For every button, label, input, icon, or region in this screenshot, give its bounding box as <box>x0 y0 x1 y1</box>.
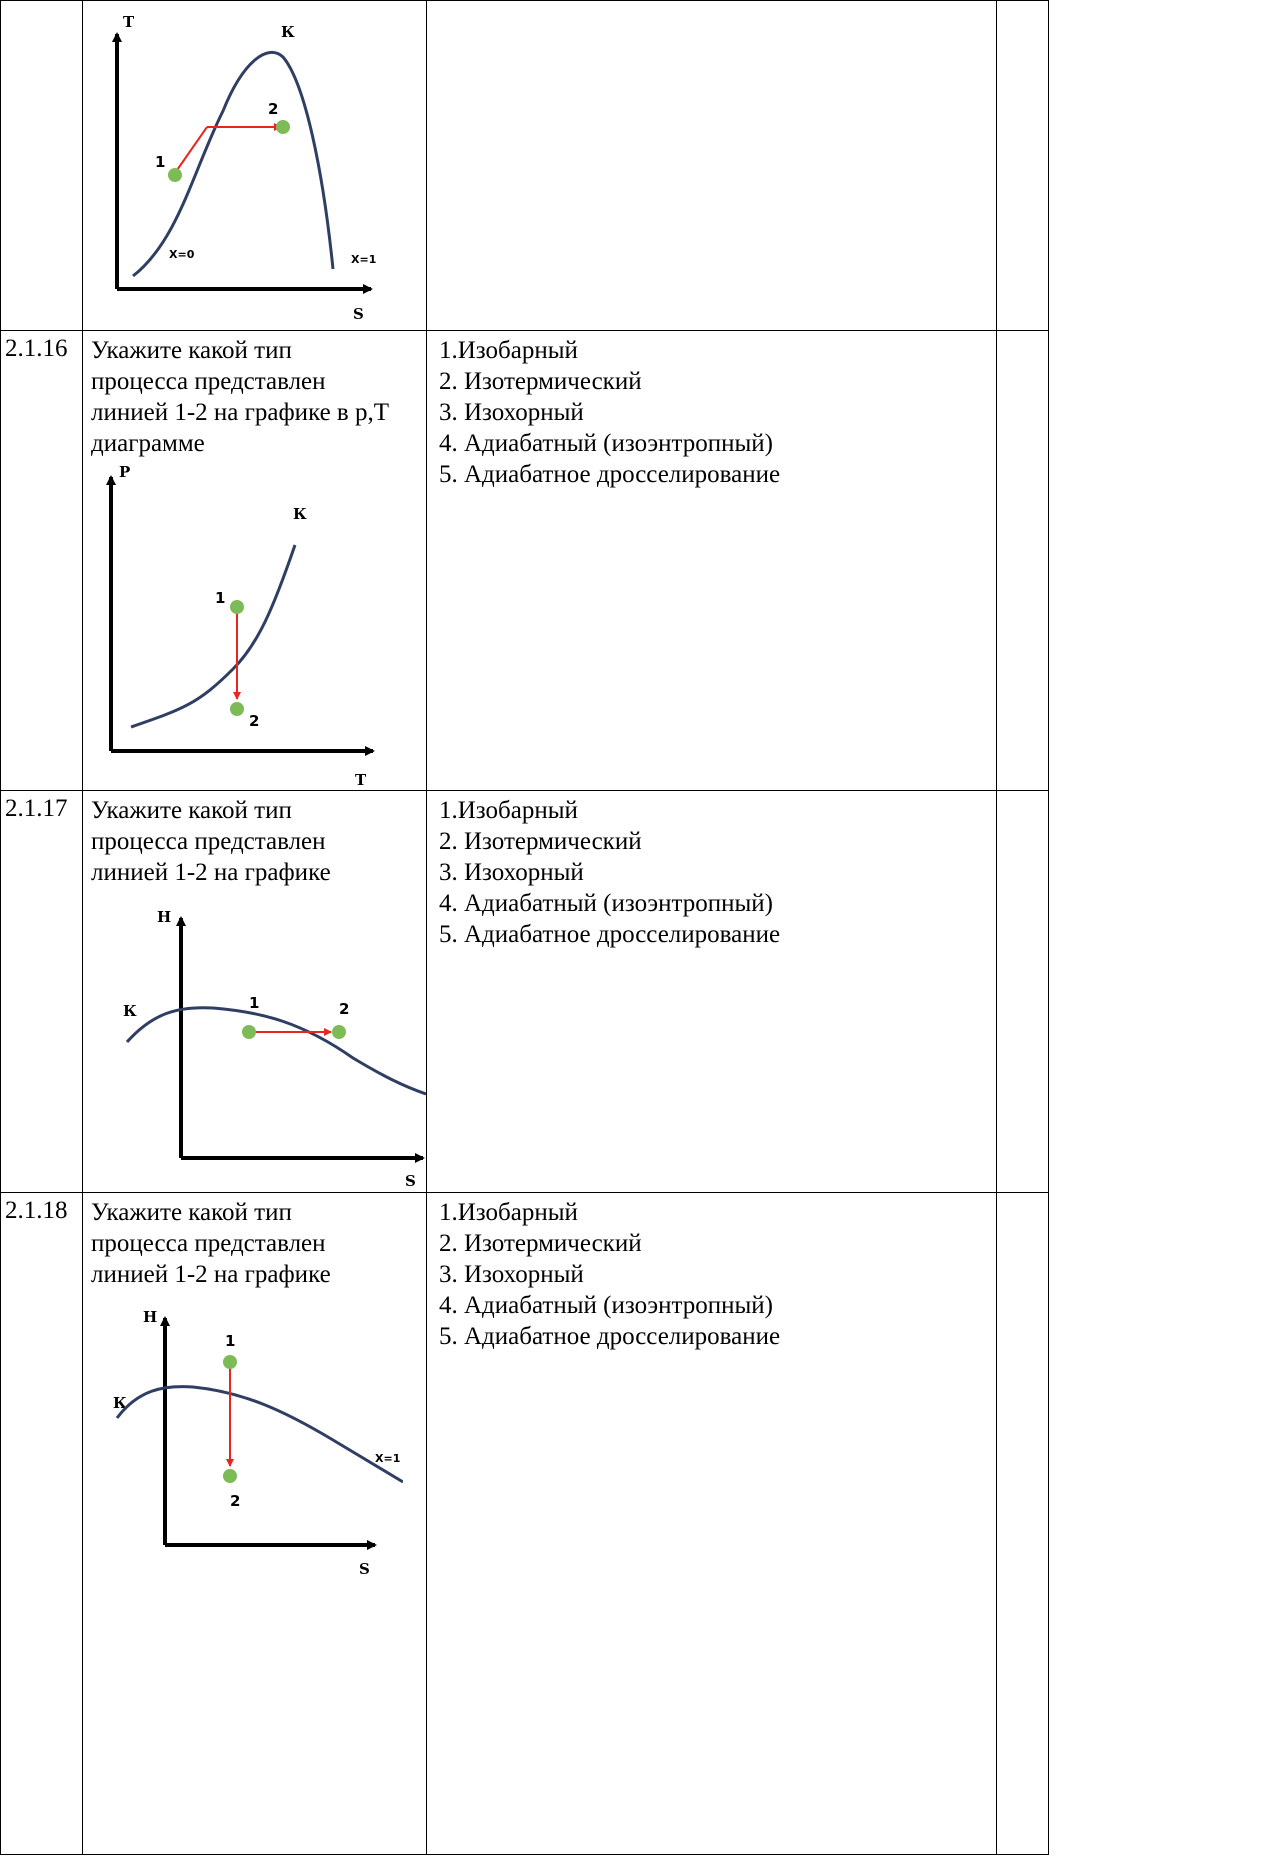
answer-option: 1.Изобарный <box>439 337 578 364</box>
question-cell: Укажите какой тип процесса представлен л… <box>82 790 427 1193</box>
answer-option: 2. Изотермический <box>439 828 642 855</box>
point-1 <box>230 600 244 614</box>
number-cell: 2.1.18 <box>0 1192 83 1855</box>
pt-diagram: P T К 1 2 <box>106 463 375 789</box>
x-axis-label: T <box>355 771 367 789</box>
question-cell: Укажите какой тип процесса представлен л… <box>82 330 427 791</box>
y-axis-label: P <box>119 463 130 481</box>
y-axis-label: H <box>157 908 171 926</box>
questions-table: T S К 1 2 X=0 X=1 2.1.16 Укажите какой т… <box>0 0 1049 1855</box>
answer-option: 1.Изобарный <box>439 1199 578 1226</box>
x-axis-label: S <box>353 305 364 323</box>
point-2-label: 2 <box>268 100 278 118</box>
point-1-label: 1 <box>155 153 165 171</box>
right-label: X=1 <box>375 1452 400 1465</box>
table-row: 2.1.16 Укажите какой тип процесса предст… <box>0 330 1049 791</box>
answer-option: 5. Адиабатное дросселирование <box>439 1323 781 1350</box>
point-2-label: 2 <box>230 1492 240 1510</box>
answers-cell: 1.Изобарный 2. Изотермический 3. Изохорн… <box>426 790 997 1193</box>
answer-option: 3. Изохорный <box>439 1261 584 1288</box>
ts-diagram: T S К 1 2 X=0 X=1 <box>112 13 376 323</box>
question-text: Укажите какой тип процесса представлен л… <box>91 1199 331 1288</box>
point-2 <box>223 1469 237 1483</box>
question-number: 2.1.17 <box>5 795 68 822</box>
point-1-label: 1 <box>249 994 259 1012</box>
x-axis-label: S <box>359 1560 370 1578</box>
point-1-label: 1 <box>215 589 225 607</box>
answer-option: 5. Адиабатное дросселирование <box>439 461 781 488</box>
mark-cell <box>996 330 1049 791</box>
point-1 <box>242 1025 256 1039</box>
question-number: 2.1.18 <box>5 1197 68 1224</box>
answers-cell <box>426 0 997 331</box>
number-cell <box>0 0 83 331</box>
hs-diagram: H S К 1 2 <box>123 908 426 1188</box>
answer-option: 1.Изобарный <box>439 797 578 824</box>
answer-list: 1.Изобарный 2. Изотермический 3. Изохорн… <box>427 1193 996 1352</box>
point-2-label: 2 <box>249 712 259 730</box>
answer-option: 5. Адиабатное дросселирование <box>439 921 781 948</box>
question-cell: T S К 1 2 X=0 X=1 <box>82 0 427 331</box>
table-row: T S К 1 2 X=0 X=1 <box>0 0 1049 331</box>
point-2 <box>276 120 290 134</box>
left-label: X=0 <box>169 248 195 261</box>
answer-option: 4. Адиабатный (изоэнтропный) <box>439 1292 773 1319</box>
answer-list: 1.Изобарный 2. Изотермический 3. Изохорн… <box>427 331 996 490</box>
number-cell: 2.1.16 <box>0 330 83 791</box>
saturation-curve <box>130 544 297 729</box>
answer-option: 3. Изохорный <box>439 859 584 886</box>
table-row: 2.1.17 Укажите какой тип процесса предст… <box>0 790 1049 1193</box>
question-number: 2.1.16 <box>5 335 68 362</box>
point-2 <box>230 702 244 716</box>
answers-cell: 1.Изобарный 2. Изотермический 3. Изохорн… <box>426 330 997 791</box>
answer-option: 2. Изотермический <box>439 368 642 395</box>
number-cell: 2.1.17 <box>0 790 83 1193</box>
hs-diagram-2: H S К 1 2 X=1 <box>113 1308 403 1578</box>
question-number <box>1 1 82 5</box>
mark-cell <box>996 0 1049 331</box>
point-1-label: 1 <box>225 1332 235 1350</box>
saturation-curve <box>132 51 335 278</box>
point-1 <box>223 1355 237 1369</box>
answer-option: 3. Изохорный <box>439 399 584 426</box>
process-line-a <box>174 126 208 174</box>
curve-label: К <box>123 1002 137 1020</box>
answer-option: 4. Адиабатный (изоэнтропный) <box>439 890 773 917</box>
curve-label: К <box>113 1394 127 1412</box>
answer-list: 1.Изобарный 2. Изотермический 3. Изохорн… <box>427 791 996 950</box>
curve-label: К <box>281 23 295 41</box>
y-axis-label: H <box>143 1308 157 1326</box>
mark-cell <box>996 790 1049 1193</box>
question-text: Укажите какой тип процесса представлен л… <box>91 797 331 886</box>
question-text: Укажите какой тип процесса представлен л… <box>91 337 390 457</box>
curve-label: К <box>293 505 307 523</box>
mark-cell <box>996 1192 1049 1855</box>
answer-option: 4. Адиабатный (изоэнтропный) <box>439 430 773 457</box>
y-axis-label: T <box>123 13 135 31</box>
right-label: X=1 <box>351 253 376 266</box>
answers-cell: 1.Изобарный 2. Изотермический 3. Изохорн… <box>426 1192 997 1855</box>
answer-option: 2. Изотермический <box>439 1230 642 1257</box>
point-2-label: 2 <box>339 1000 349 1018</box>
saturation-curve <box>125 1006 426 1096</box>
point-2 <box>332 1025 346 1039</box>
point-1 <box>168 168 182 182</box>
question-cell: Укажите какой тип процесса представлен л… <box>82 1192 427 1855</box>
table-row: 2.1.18 Укажите какой тип процесса предст… <box>0 1192 1049 1855</box>
saturation-curve <box>115 1385 403 1484</box>
x-axis-label: S <box>405 1172 416 1188</box>
